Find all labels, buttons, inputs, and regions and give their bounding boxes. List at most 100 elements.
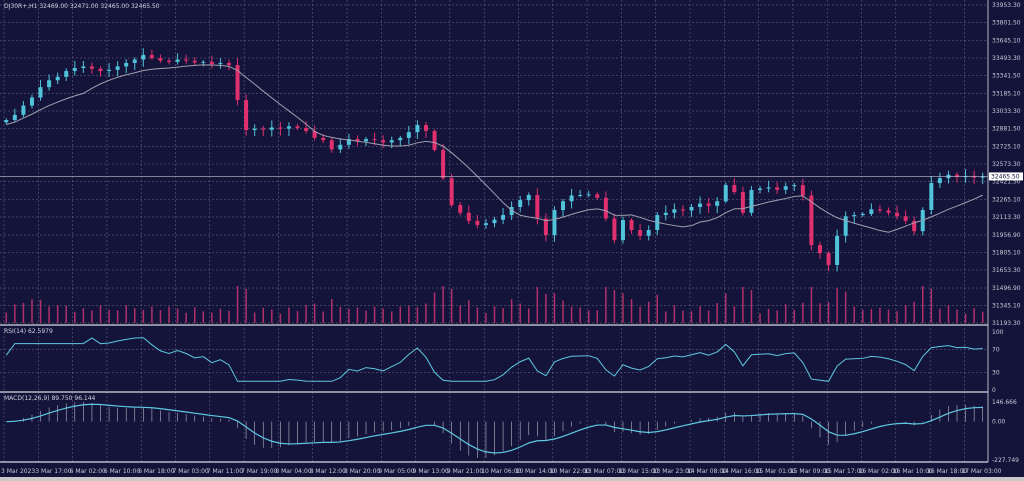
chart-symbol-info: DJ30R+,H1 32469.00 32471.00 32465.00 324… [4, 3, 160, 10]
bear-candle [149, 54, 154, 59]
bull-candle [766, 187, 771, 189]
bull-candle [723, 185, 728, 202]
bear-candle [312, 130, 317, 138]
time-tick-label: 9 Mar 05:00 [378, 468, 414, 475]
bear-candle [192, 60, 197, 63]
status-strip [0, 477, 1024, 481]
price-tick-label: 31805.10 [992, 250, 1021, 257]
macd-title: MACD(12,26,9) 89.750 96.144 [4, 395, 96, 402]
time-tick-label: 8 Mar 12:00 [310, 468, 346, 475]
macd-signal-line [6, 403, 983, 454]
price-tick-label: 33645.10 [992, 38, 1021, 45]
bull-candle [12, 114, 17, 121]
bull-candle [132, 59, 137, 63]
bull-candle [252, 128, 257, 131]
time-tick-label: 15 Mar 09:00 [790, 468, 830, 475]
bear-candle [972, 175, 977, 178]
bull-candle [81, 66, 86, 69]
time-tick-label: 10 Mar 22:00 [550, 468, 590, 475]
bull-candle [398, 137, 403, 141]
bear-candle [638, 230, 643, 236]
moving-average-line [6, 64, 983, 233]
bull-candle [415, 124, 420, 133]
bear-candle [423, 124, 428, 131]
bull-candle [338, 144, 343, 150]
price-tick-label: 32113.30 [992, 214, 1021, 221]
bull-candle [29, 97, 34, 106]
bull-candle [843, 216, 848, 236]
current-price-box [989, 172, 1023, 181]
bull-candle [286, 126, 291, 129]
bear-candle [535, 195, 540, 219]
bull-candle [346, 139, 351, 145]
bear-candle [612, 218, 617, 241]
bear-candle [226, 62, 231, 66]
bear-candle [595, 194, 600, 198]
bull-candle [364, 139, 369, 142]
bear-candle [321, 137, 326, 141]
time-tick-label: 15 Mar 01:00 [756, 468, 796, 475]
bull-candle [47, 80, 52, 88]
bull-candle [501, 215, 506, 220]
bull-candle [835, 235, 840, 265]
price-tick-label: 32265.10 [992, 197, 1021, 204]
rsi-line [5, 337, 983, 382]
time-tick-label: 8 Mar 04:00 [275, 468, 311, 475]
bull-candle [218, 62, 223, 65]
bear-candle [800, 185, 805, 196]
price-tick-label: 31345.10 [992, 303, 1021, 310]
price-tick-label: 33341.50 [992, 72, 1021, 79]
bear-candle [261, 128, 266, 130]
rsi-level-label: 30 [992, 370, 1000, 377]
time-tick-label: 15 Mar 17:00 [824, 468, 864, 475]
rsi-level-label: 0 [992, 387, 996, 394]
time-tick-label: 10 Mar 06:00 [481, 468, 521, 475]
bull-candle [55, 76, 60, 81]
time-tick-label: 16 Mar 10:00 [893, 468, 933, 475]
bull-candle [4, 120, 9, 123]
bull-candle [115, 66, 120, 70]
bear-candle [817, 245, 822, 254]
price-tick-label: 31653.30 [992, 267, 1021, 274]
bear-candle [740, 192, 745, 213]
time-tick-label: 13 Mar 15:00 [618, 468, 658, 475]
bear-candle [886, 210, 891, 213]
price-tick-label: 33033.30 [992, 108, 1021, 115]
bear-candle [706, 203, 711, 206]
time-tick-label: 6 Mar 10:00 [104, 468, 140, 475]
macd-tick-label: 0.00 [992, 419, 1006, 426]
bull-candle [107, 69, 112, 72]
bull-candle [860, 213, 865, 216]
bear-candle [278, 127, 283, 129]
bear-candle [209, 61, 214, 65]
time-tick-label: 16 Mar 18:00 [927, 468, 967, 475]
bear-candle [629, 220, 634, 231]
bull-candle [792, 185, 797, 187]
bull-candle [492, 219, 497, 224]
bear-candle [158, 58, 163, 61]
bear-candle [603, 197, 608, 219]
bull-candle [141, 54, 146, 60]
time-tick-label: 13 Mar 23:00 [653, 468, 693, 475]
bear-candle [466, 212, 471, 221]
bull-candle [569, 195, 574, 202]
bull-candle [715, 201, 720, 206]
macd-tick-label: -227.749 [992, 457, 1019, 464]
macd-tick-label: 146.666 [992, 399, 1017, 406]
time-tick-label: 3 Mar 2023 [1, 468, 35, 475]
price-tick-label: 33493.30 [992, 55, 1021, 62]
bull-candle [929, 183, 934, 211]
bear-candle [329, 140, 334, 150]
bull-candle [552, 210, 557, 236]
bull-candle [698, 203, 703, 208]
bear-candle [680, 209, 685, 211]
price-tick-label: 32881.50 [992, 125, 1021, 132]
time-tick-label: 7 Mar 03:00 [173, 468, 209, 475]
bear-candle [432, 130, 437, 150]
bull-candle [406, 132, 411, 138]
time-tick-label: 14 Mar 16:00 [721, 468, 761, 475]
bull-candle [980, 176, 985, 178]
bull-candle [124, 62, 129, 67]
bear-candle [244, 100, 249, 131]
